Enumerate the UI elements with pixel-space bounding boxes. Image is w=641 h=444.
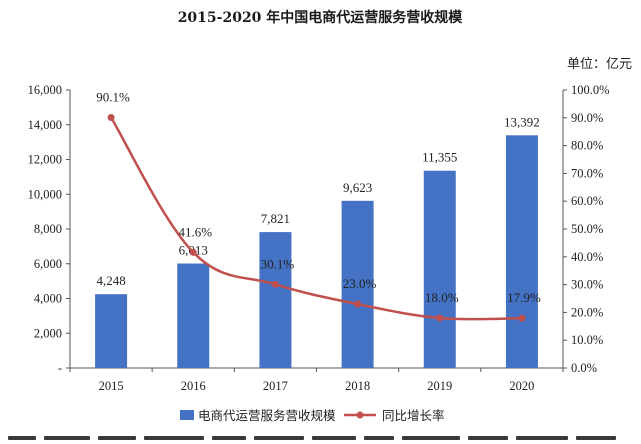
right-tick-label: 90.0%: [571, 111, 603, 125]
unit-label: 单位：亿元: [567, 57, 632, 72]
legend: 电商代运营服务营收规模 同比增长率: [180, 408, 445, 423]
right-y-axis: 0.0% 10.0% 20.0% 30.0% 40.0% 50.0% 60.0% 70.0% 8…: [562, 83, 610, 375]
growth-value-label: 90.1%: [96, 90, 130, 105]
growth-value-label: 18.0%: [425, 290, 459, 305]
x-tick-label: 2018: [345, 379, 370, 393]
left-tick-label: 2,000: [34, 326, 62, 340]
right-tick-label: 10.0%: [571, 333, 603, 347]
legend-line-marker: [356, 411, 364, 419]
growth-point: [107, 114, 115, 122]
bar: [423, 170, 456, 368]
right-tick-label: 40.0%: [571, 250, 603, 264]
left-tick-label: -: [58, 361, 62, 375]
left-tick-label: 6,000: [34, 257, 62, 271]
growth-point: [271, 280, 279, 288]
left-tick-label: 16,000: [28, 83, 62, 97]
growth-data-labels: 90.1% 41.6% 30.1% 23.0% 18.0% 17.9%: [96, 90, 541, 306]
right-tick-label: 30.0%: [571, 278, 603, 292]
growth-point: [518, 314, 526, 322]
right-tick-label: 60.0%: [571, 194, 603, 208]
growth-point: [354, 300, 362, 308]
right-tick-label: 20.0%: [571, 305, 603, 319]
left-tick-label: 4,000: [34, 292, 62, 306]
growth-point: [189, 248, 197, 256]
x-tick-label: 2020: [509, 379, 534, 393]
left-tick-label: 14,000: [28, 118, 62, 132]
chart-title: 2015-2020 年中国电商代运营服务营收规模: [178, 9, 464, 26]
right-tick-label: 80.0%: [571, 139, 603, 153]
bar: [341, 200, 374, 368]
bar-value-label: 9,623: [343, 180, 372, 195]
x-tick-label: 2015: [99, 379, 124, 393]
left-tick-label: 12,000: [28, 153, 62, 167]
left-tick-label: 10,000: [28, 187, 62, 201]
right-tick-label: 100.0%: [571, 83, 610, 97]
x-tick-label: 2017: [263, 379, 288, 393]
bar: [259, 232, 292, 368]
legend-bar-swatch: [180, 410, 194, 420]
legend-line-label: 同比增长率: [382, 408, 445, 423]
growth-value-label: 23.0%: [343, 276, 377, 291]
x-tick-label: 2016: [181, 379, 206, 393]
x-tick-label: 2019: [427, 379, 452, 393]
growth-line: [110, 116, 522, 321]
growth-value-label: 41.6%: [178, 224, 212, 239]
growth-value-label: 17.9%: [507, 290, 541, 305]
legend-bar-label: 电商代运营服务营收规模: [198, 408, 336, 423]
right-tick-label: 0.0%: [571, 361, 597, 375]
right-tick-label: 50.0%: [571, 222, 603, 236]
left-y-axis: - 2,000 4,000 6,000 8,000 10,000 12,000 14,000 1…: [28, 83, 71, 375]
growth-point: [436, 314, 444, 322]
bar: [505, 135, 538, 368]
bar-value-label: 4,248: [96, 273, 125, 288]
bar: [95, 294, 128, 368]
bar-value-label: 7,821: [261, 211, 290, 226]
bar-series: [95, 135, 538, 368]
x-axis: 2015 2016 2017 2018 2019 2020: [69, 367, 564, 393]
right-tick-label: 70.0%: [571, 166, 603, 180]
growth-line-series: [107, 114, 526, 322]
bar-value-label: 13,392: [504, 114, 540, 129]
bar: [177, 263, 210, 368]
left-tick-label: 8,000: [34, 222, 62, 236]
bar-value-label: 11,355: [422, 150, 457, 165]
growth-value-label: 30.1%: [261, 256, 295, 271]
cropped-text-row: [0, 434, 641, 444]
